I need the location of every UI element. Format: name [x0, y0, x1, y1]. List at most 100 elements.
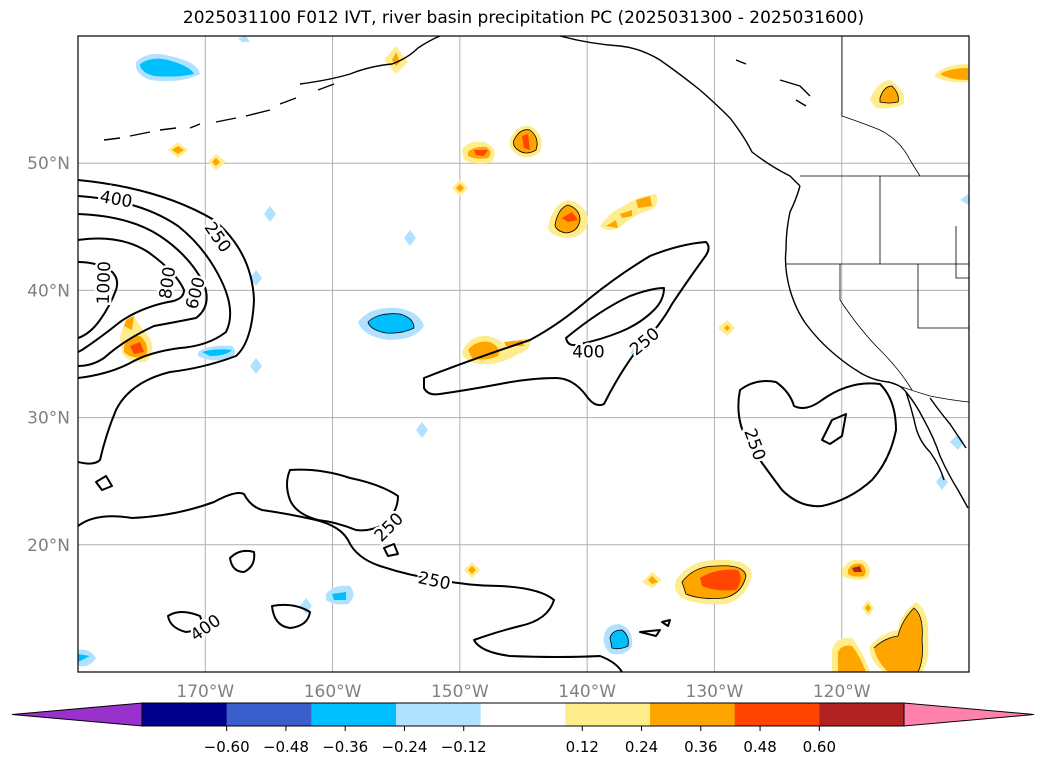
contour-label: 1000	[91, 258, 117, 307]
colorbar-tick-label: 0.48	[743, 738, 776, 756]
map-title: 2025031100 F012 IVT, river basin precipi…	[182, 8, 865, 28]
precip-blob-pos	[648, 576, 658, 584]
outline	[879, 85, 899, 104]
precip-blob-pos	[874, 608, 923, 672]
ivt-contour-400	[78, 195, 232, 379]
precip-blob-pos	[838, 645, 866, 672]
contour-label-text: 1000	[94, 261, 115, 305]
ivt-contour-400	[167, 611, 203, 633]
precip-blob-pos	[606, 196, 652, 228]
colorbar-segment	[226, 703, 312, 726]
ivt-contour-400	[229, 549, 256, 573]
lat-tick-label: 40°N	[27, 281, 70, 301]
contour-label: 800	[153, 263, 182, 303]
aleutians	[103, 83, 335, 141]
outline	[873, 607, 923, 672]
ivt-contour-250	[423, 241, 710, 407]
lat-tick-label: 30°N	[27, 409, 70, 429]
precip-blob-neg	[610, 630, 629, 649]
colorbar-tick-label: 0.60	[803, 738, 836, 756]
colorbar: −0.60 −0.48 −0.36 −0.24 −0.12 0.12 0.24 0.36 0.4…	[11, 702, 1035, 756]
colorbar-tick-label: −0.12	[441, 738, 487, 756]
lon-tick-label: 130°W	[686, 682, 744, 702]
outline	[681, 565, 747, 599]
colorbar-tick-label: −0.60	[204, 738, 250, 756]
precip-blob-pos	[852, 566, 862, 572]
contour-label: 400	[570, 340, 607, 365]
precip-blob-pos	[130, 342, 144, 354]
lon-tick-label: 150°W	[431, 682, 489, 702]
colorbar-segment	[480, 703, 566, 726]
precip-blob-neg	[78, 654, 90, 662]
ivt-contour-250	[821, 413, 847, 445]
outline	[513, 129, 538, 154]
islands	[735, 59, 811, 107]
precip-blob-neg	[202, 349, 232, 356]
precip-blob-pos	[940, 68, 968, 80]
colorbar-tick-label: 0.24	[625, 738, 658, 756]
colorbar-segment	[650, 703, 736, 726]
coastline-alaska	[299, 36, 441, 85]
precip-blob-neg	[332, 592, 346, 600]
colorbar-tick-label: −0.48	[263, 738, 309, 756]
colorbar-tick-label: 0.36	[684, 738, 717, 756]
negative-anomaly-shading	[78, 36, 969, 667]
colorbar-segment	[819, 703, 905, 726]
axis-labels: 170°W 160°W 150°W 140°W 130°W 120°W 20°N 30°N 40…	[27, 154, 871, 702]
precip-blob-neg	[368, 313, 414, 334]
contour-label-text: 400	[572, 342, 604, 362]
colorbar-outline	[141, 702, 905, 727]
precip-blob-pos	[474, 150, 488, 156]
colorbar-segment	[142, 703, 228, 726]
lat-tick-label: 20°N	[27, 536, 70, 556]
colorbar-segment	[565, 703, 651, 726]
ivt-contour-600	[78, 213, 208, 367]
coastline-west-us	[784, 185, 969, 509]
border-us-mexico	[887, 381, 969, 403]
lon-tick-label: 170°W	[176, 682, 234, 702]
ivt-contour-400	[95, 475, 113, 491]
ivt-contour-400	[565, 287, 665, 347]
colorbar-segment	[734, 703, 820, 726]
political-borders	[786, 36, 969, 403]
outline	[609, 629, 629, 650]
ivt-contours	[78, 179, 897, 672]
precip-blob-pos	[562, 212, 578, 222]
colorbar-segment	[396, 703, 482, 726]
ivt-contour-400	[639, 619, 671, 637]
map-frame	[77, 35, 970, 673]
colorbar-extend-low	[11, 702, 143, 727]
lon-tick-label: 120°W	[813, 682, 871, 702]
colorbar-segment	[311, 703, 397, 726]
precip-blob-pos	[880, 86, 899, 103]
coastline-baja	[905, 391, 945, 481]
ivt-contour-250	[286, 468, 399, 532]
precip-blob-pos	[468, 341, 499, 360]
coastline-mexico	[929, 397, 967, 449]
positive-anomaly-shading	[120, 46, 969, 672]
ivt-contour-250	[78, 492, 623, 672]
ivt-contour-800	[78, 237, 185, 353]
outline	[367, 313, 415, 334]
border-states	[786, 176, 969, 391]
colorbar-tick-label: −0.36	[322, 738, 368, 756]
coastlines	[103, 36, 969, 509]
coastline-alaska-gulf	[559, 36, 801, 187]
outline	[554, 204, 581, 234]
precip-blob-pos	[700, 569, 741, 591]
lat-tick-label: 50°N	[27, 154, 70, 174]
lon-tick-label: 160°W	[304, 682, 362, 702]
colorbar-extend-high	[903, 702, 1035, 727]
ivt-contour-250	[737, 380, 897, 508]
ivt-contour-250	[78, 179, 255, 465]
ivt-contour-400	[271, 603, 311, 629]
border-alaska-canada	[841, 36, 921, 177]
lon-tick-label: 140°W	[558, 682, 616, 702]
shading-outlines	[367, 85, 923, 672]
ivt-contour-400	[383, 543, 399, 557]
colorbar-tick-label: 0.12	[566, 738, 599, 756]
precip-blob-pos	[522, 134, 530, 150]
precip-blob-neg	[78, 649, 96, 667]
